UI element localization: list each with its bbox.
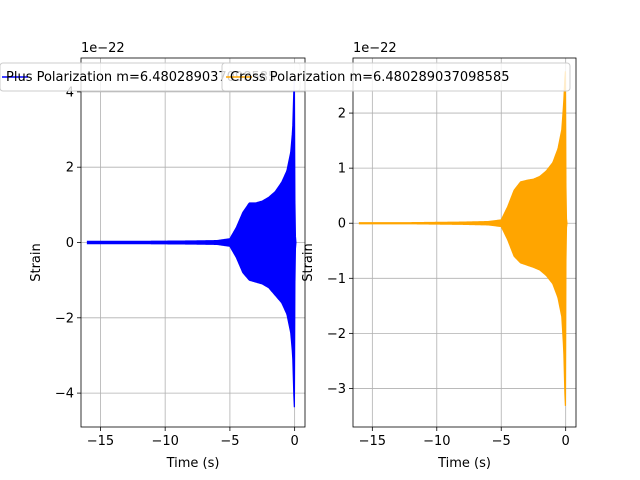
y-tick-label: −2 (55, 311, 74, 326)
y-tick-label: 1 (338, 162, 346, 177)
y-axis-label: Strain (301, 243, 316, 282)
axes-frame (352, 57, 577, 428)
x-axis-label: Time (s) (437, 456, 491, 471)
y-tick-label: 2 (338, 107, 346, 122)
y-tick-label: 0 (66, 236, 74, 251)
y-tick-label: 2 (66, 161, 74, 176)
y-offset-label: 1e−22 (81, 41, 125, 56)
x-tick-label: −10 (423, 434, 450, 449)
x-tick-label: −15 (87, 434, 114, 449)
x-tick-label: −5 (220, 434, 239, 449)
y-tick-label: −1 (327, 272, 346, 287)
y-tick-label: −2 (327, 327, 346, 342)
y-tick-label: −3 (327, 382, 346, 397)
y-offset-label: 1e−22 (353, 41, 397, 56)
x-tick-label: 0 (291, 434, 299, 449)
x-tick-label: −10 (151, 434, 178, 449)
legend-entry-label: Plus Polarization m=6.480289037098585 (6, 70, 276, 85)
legend: Cross Polarization m=6.480289037098585 (221, 62, 571, 92)
y-axis-label: Strain (29, 243, 44, 282)
y-tick-label: 0 (338, 217, 346, 232)
y-tick-label: −4 (55, 387, 74, 402)
y-tick-label: 4 (66, 85, 74, 100)
legend-box (221, 62, 571, 92)
legend-entry-label: Cross Polarization m=6.480289037098585 (230, 70, 509, 85)
x-axis-label: Time (s) (166, 456, 220, 471)
x-tick-label: 0 (562, 434, 570, 449)
x-tick-label: −15 (359, 434, 386, 449)
x-tick-label: −5 (492, 434, 511, 449)
